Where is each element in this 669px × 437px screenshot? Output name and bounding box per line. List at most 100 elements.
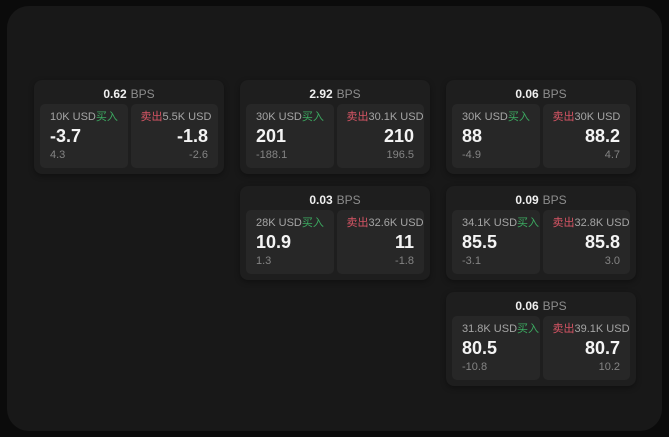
quote-panels: 10K USD 买入 -3.7 4.3 卖出 5.5K USD -1.8 -2.…	[40, 104, 218, 168]
sell-side-label: 卖出	[346, 111, 369, 123]
buy-notional: 31.8K USD	[462, 323, 518, 335]
bps-value: 0.62	[103, 87, 127, 101]
buy-panel[interactable]: 31.8K USD 买入 80.5 -10.8	[452, 316, 540, 380]
bps-unit-label: BPS	[542, 299, 567, 313]
buy-panel-header: 30K USD 买入	[256, 112, 324, 123]
buy-panel-header: 30K USD 买入	[462, 112, 530, 123]
sell-panel-header: 卖出 5.5K USD	[140, 111, 212, 123]
sell-price: 11	[394, 232, 414, 252]
buy-notional: 10K USD	[50, 111, 96, 123]
buy-panel-header: 28K USD 买入	[256, 218, 324, 229]
sell-panel[interactable]: 卖出 39.1K USD 80.7 10.2	[542, 316, 630, 380]
bps-unit-label: BPS	[130, 87, 155, 101]
sell-notional: 30.1K USD	[368, 111, 424, 123]
sell-panel[interactable]: 卖出 32.8K USD 85.8 3.0	[542, 210, 630, 274]
bps-value: 2.92	[309, 87, 333, 101]
buy-price: 201	[256, 126, 287, 146]
quote-panels: 34.1K USD 买入 85.5 -3.1 卖出 32.8K USD 85.8…	[452, 210, 630, 274]
buy-price: 88	[462, 126, 483, 146]
bps-value: 0.06	[515, 299, 539, 313]
card-bps-header: 0.03 BPS	[246, 190, 424, 210]
buy-side-label: 买入	[95, 111, 118, 123]
quote-card-1: 0.62 BPS 10K USD 买入 -3.7 4.3 卖出 5.5K USD…	[34, 80, 224, 174]
bps-unit-label: BPS	[336, 87, 361, 101]
buy-panel-header: 31.8K USD 买入	[462, 323, 539, 335]
buy-side-label: 买入	[517, 217, 540, 229]
buy-panel[interactable]: 28K USD 买入 10.9 1.3	[246, 210, 334, 274]
quote-panels: 30K USD 买入 201 -188.1 卖出 30.1K USD 210 1…	[246, 104, 424, 168]
buy-side-label: 买入	[301, 217, 324, 229]
quote-card-5: 0.09 BPS 34.1K USD 买入 85.5 -3.1 卖出 32.8K…	[446, 186, 636, 280]
buy-notional: 28K USD	[256, 217, 302, 229]
card-bps-header: 0.62 BPS	[40, 84, 218, 104]
sell-side-label: 卖出	[552, 217, 575, 229]
quote-card-3: 0.06 BPS 30K USD 买入 88 -4.9 卖出 30K USD 8…	[446, 80, 636, 174]
sell-panel[interactable]: 卖出 32.6K USD 11 -1.8	[336, 210, 424, 274]
buy-sub-value: -3.1	[462, 255, 481, 267]
buy-panel[interactable]: 10K USD 买入 -3.7 4.3	[40, 104, 128, 168]
buy-price: 10.9	[256, 232, 292, 252]
sell-panel[interactable]: 卖出 30K USD 88.2 4.7	[542, 104, 630, 168]
sell-sub-value: 196.5	[386, 149, 414, 161]
quote-card-6: 0.06 BPS 31.8K USD 买入 80.5 -10.8 卖出 39.1…	[446, 292, 636, 386]
sell-panel-header: 卖出 32.6K USD	[347, 218, 424, 229]
buy-panel[interactable]: 34.1K USD 买入 85.5 -3.1	[452, 210, 540, 274]
sell-panel-header: 卖出 39.1K USD	[552, 323, 630, 335]
buy-notional: 30K USD	[256, 111, 302, 123]
sell-side-label: 卖出	[552, 323, 575, 335]
buy-side-label: 买入	[301, 111, 324, 123]
card-bps-header: 0.06 BPS	[452, 84, 630, 104]
buy-price: 80.5	[462, 338, 498, 358]
sell-panel-header: 卖出 30.1K USD	[346, 111, 424, 123]
buy-panel-header: 10K USD 买入	[50, 112, 118, 123]
buy-panel[interactable]: 30K USD 买入 88 -4.9	[452, 104, 540, 168]
sell-panel[interactable]: 卖出 5.5K USD -1.8 -2.6	[130, 104, 218, 168]
sell-notional: 30K USD	[574, 111, 621, 123]
bps-value: 0.06	[515, 87, 539, 101]
sell-sub-value: 4.7	[604, 149, 620, 161]
buy-panel-header: 34.1K USD 买入	[462, 218, 539, 229]
card-bps-header: 2.92 BPS	[246, 84, 424, 104]
buy-notional: 30K USD	[462, 111, 508, 123]
quote-card-grid: 0.62 BPS 10K USD 买入 -3.7 4.3 卖出 5.5K USD…	[34, 80, 636, 386]
sell-notional: 39.1K USD	[574, 323, 630, 335]
sell-panel[interactable]: 卖出 30.1K USD 210 196.5	[336, 104, 424, 168]
bps-unit-label: BPS	[336, 193, 361, 207]
buy-side-label: 买入	[507, 111, 530, 123]
buy-side-label: 买入	[517, 323, 540, 335]
sell-price: 210	[383, 126, 414, 146]
sell-price: 80.7	[584, 338, 620, 358]
buy-panel[interactable]: 30K USD 买入 201 -188.1	[246, 104, 334, 168]
bps-unit-label: BPS	[542, 87, 567, 101]
card-bps-header: 0.09 BPS	[452, 190, 630, 210]
sell-sub-value: 10.2	[598, 361, 620, 373]
buy-price: -3.7	[50, 126, 82, 146]
sell-side-label: 卖出	[552, 111, 575, 123]
buy-sub-value: 1.3	[256, 255, 272, 267]
buy-sub-value: 4.3	[50, 149, 66, 161]
sell-notional: 32.8K USD	[574, 217, 630, 229]
sell-side-label: 卖出	[140, 111, 163, 123]
sell-panel-header: 卖出 30K USD	[553, 112, 621, 123]
buy-sub-value: -4.9	[462, 149, 481, 161]
buy-sub-value: -188.1	[256, 149, 288, 161]
bps-unit-label: BPS	[542, 193, 567, 207]
card-bps-header: 0.06 BPS	[452, 296, 630, 316]
sell-sub-value: -2.6	[189, 149, 208, 161]
buy-price: 85.5	[462, 232, 498, 252]
sell-notional: 32.6K USD	[368, 217, 424, 229]
quote-card-4: 0.03 BPS 28K USD 买入 10.9 1.3 卖出 32.6K US…	[240, 186, 430, 280]
quote-card-2: 2.92 BPS 30K USD 买入 201 -188.1 卖出 30.1K …	[240, 80, 430, 174]
quote-panels: 31.8K USD 买入 80.5 -10.8 卖出 39.1K USD 80.…	[452, 316, 630, 380]
sell-sub-value: -1.8	[395, 255, 414, 267]
sell-price: 85.8	[584, 232, 620, 252]
bps-value: 0.03	[309, 193, 333, 207]
quote-panels: 30K USD 买入 88 -4.9 卖出 30K USD 88.2 4.7	[452, 104, 630, 168]
sell-sub-value: 3.0	[604, 255, 620, 267]
quote-panels: 28K USD 买入 10.9 1.3 卖出 32.6K USD 11 -1.8	[246, 210, 424, 274]
sell-notional: 5.5K USD	[162, 111, 212, 123]
buy-sub-value: -10.8	[462, 361, 488, 373]
sell-price: 88.2	[584, 126, 620, 146]
bps-value: 0.09	[515, 193, 539, 207]
sell-panel-header: 卖出 32.8K USD	[552, 217, 630, 229]
